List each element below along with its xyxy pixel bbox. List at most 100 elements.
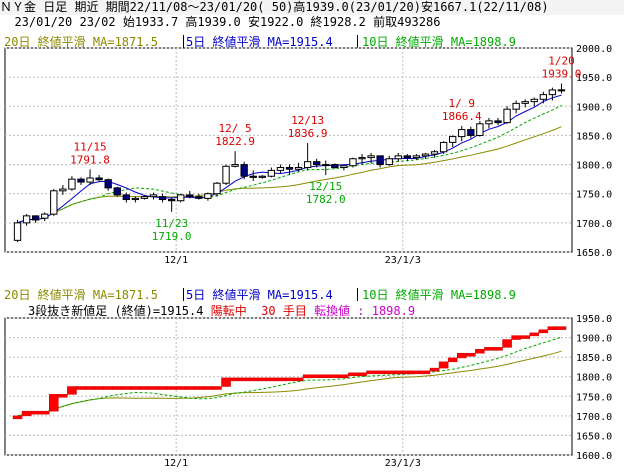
new-price-brick (320, 374, 331, 379)
x-tick-label: 12/1 (164, 458, 188, 469)
candle-body (140, 196, 149, 199)
new-price-brick (112, 386, 123, 390)
new-price-brick (438, 361, 449, 369)
new-price-brick (58, 394, 68, 398)
annotation-price: 1866.4 (442, 110, 482, 123)
candle-body (412, 155, 421, 159)
new-price-brick (139, 386, 150, 390)
legend-ma20-bottom: 20日 終値平滑 MA=1871.5 (4, 288, 158, 302)
candle-body (539, 94, 548, 100)
candle-body (167, 199, 176, 202)
candle-body (276, 166, 285, 171)
candle-body (331, 164, 339, 168)
y-tick-label: 1650.0 (576, 431, 612, 442)
new-price-brick (511, 335, 521, 340)
new-price-brick (257, 377, 268, 382)
candle-body (449, 136, 457, 143)
candle-body (50, 190, 58, 215)
candle-body (122, 194, 130, 201)
candle-body (258, 175, 266, 178)
candle-body (385, 158, 393, 166)
x-tick-label: 12/1 (164, 255, 188, 266)
new-price-brick (94, 386, 104, 390)
candle-body (322, 164, 330, 167)
x-tick-label: 23/1/3 (385, 255, 421, 266)
legend-ma5-bottom: 5日 終値平滑 MA=1915.4 (186, 288, 333, 302)
candle-body (367, 155, 375, 159)
new-price-brick (166, 386, 177, 390)
new-price-brick (447, 357, 458, 363)
y-tick-label: 1950.0 (576, 73, 612, 84)
candle-body (213, 182, 221, 195)
new-price-brick (157, 386, 168, 390)
candle-body (512, 102, 520, 110)
candle-body (503, 108, 511, 124)
candle-body (430, 151, 439, 155)
y-tick-label: 2000.0 (576, 44, 612, 55)
candle-body (485, 120, 493, 125)
new-price-brick (456, 352, 467, 359)
new-price-brick (284, 377, 295, 382)
y-tick-label: 1600.0 (576, 451, 612, 462)
y-tick-label: 1850.0 (576, 353, 612, 364)
new-price-brick (429, 367, 440, 372)
y-tick-label: 1900.0 (576, 334, 612, 345)
new-price-brick (420, 370, 431, 375)
candle-body (86, 177, 94, 183)
new-price-brick (184, 386, 195, 390)
y-tick-label: 1850.0 (576, 131, 612, 142)
candle-body (177, 194, 185, 202)
candle-body (240, 164, 248, 177)
new-price-brick (411, 370, 422, 375)
new-price-brick (348, 372, 358, 377)
new-price-brick (484, 347, 494, 351)
annotation-date: 11/23 (155, 217, 188, 230)
new-price-brick (556, 326, 567, 330)
new-price-brick (103, 386, 113, 390)
candle-body (77, 178, 85, 183)
new-price-brick (49, 394, 59, 412)
y-tick-label: 1900.0 (576, 102, 612, 113)
new-price-brick (76, 386, 86, 390)
new-price-brick (194, 386, 204, 390)
new-price-brick (121, 386, 132, 390)
new-price-brick (330, 374, 340, 379)
new-price-brick (493, 347, 503, 351)
candle-body (421, 153, 430, 157)
candle-body (158, 196, 167, 201)
new-price-brick (266, 377, 277, 382)
candle-body (222, 165, 230, 184)
y-tick-label: 1800.0 (576, 373, 612, 384)
legend-separator (183, 35, 184, 48)
annotation-price: 1782.0 (306, 193, 346, 206)
candle-body (31, 215, 40, 221)
new-price-brick (275, 377, 286, 382)
y-tick-label: 1650.0 (576, 248, 612, 259)
chart-quote-line: 23/01/20 23/02 始1933.7 高1939.0 安1922.0 終… (0, 15, 624, 30)
new-price-brick (67, 386, 77, 395)
legend-ma10: 10日 終値平滑 MA=1898.9 (362, 35, 516, 49)
new-price-brick (311, 374, 322, 379)
candle-body (59, 188, 67, 192)
new-price-brick (130, 386, 141, 390)
candle-body (104, 179, 112, 189)
candle-body (303, 161, 312, 168)
legend-separator (357, 35, 358, 48)
candle-body (530, 98, 538, 103)
candle-body (267, 169, 276, 177)
candle-body (557, 89, 566, 92)
candle-body (521, 101, 529, 104)
annotation-price: 1939.0 (542, 68, 582, 81)
y-tick-label: 1800.0 (576, 161, 612, 172)
annotation-price: 1836.9 (288, 127, 328, 140)
annotation-date: 12/ 5 (219, 122, 252, 135)
y-tick-label: 1700.0 (576, 412, 612, 423)
candle-body (285, 166, 294, 170)
legend-ma10-bottom: 10日 終値平滑 MA=1898.9 (362, 288, 516, 302)
annotation-date: 1/20 (548, 55, 575, 68)
new-price-brick (293, 377, 304, 382)
candle-body (22, 215, 31, 224)
new-price-brick (402, 370, 413, 375)
new-price-brick (393, 370, 404, 375)
candle-body (349, 158, 357, 167)
